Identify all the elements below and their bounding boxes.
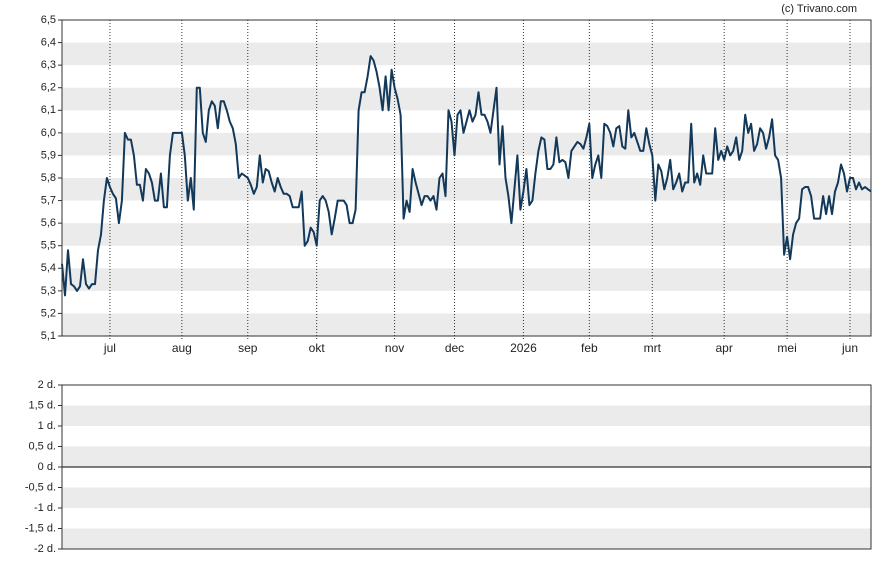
grid-band bbox=[62, 528, 871, 549]
y-tick-label: 5,8 bbox=[41, 172, 56, 184]
y-tick-label: 6,1 bbox=[41, 104, 56, 116]
y-tick-label: 6,4 bbox=[41, 36, 56, 48]
y-tick-label: 6,0 bbox=[41, 127, 56, 139]
y-tick-label: 5,6 bbox=[41, 217, 56, 229]
y-tick-label: -0,5 d. bbox=[25, 481, 56, 493]
grid-band bbox=[62, 178, 871, 201]
x-tick-label: mei bbox=[777, 341, 796, 355]
x-tick-label: dec bbox=[445, 341, 464, 355]
y-tick-label: 5,9 bbox=[41, 149, 56, 161]
x-tick-label: aug bbox=[172, 341, 192, 355]
grid-band bbox=[62, 487, 871, 508]
grid-band bbox=[62, 268, 871, 291]
x-tick-label: jul bbox=[103, 341, 116, 355]
price-line bbox=[61, 55, 872, 297]
y-tick-label: 5,4 bbox=[41, 262, 56, 274]
y-tick-label: -1 d. bbox=[34, 502, 56, 514]
y-tick-label: 5,2 bbox=[41, 307, 56, 319]
grid-band bbox=[62, 87, 871, 111]
x-tick-label: 2026 bbox=[510, 341, 537, 355]
plot-frame bbox=[61, 384, 872, 550]
y-tick-label: -1,5 d. bbox=[25, 522, 56, 534]
y-tick-label: 6,2 bbox=[41, 82, 56, 94]
y-tick-label: 6,3 bbox=[41, 59, 56, 71]
y-tick-label: 5,5 bbox=[41, 240, 56, 252]
grid-band bbox=[62, 42, 871, 66]
y-tick-label: 1 d. bbox=[38, 420, 56, 432]
x-tick-label: feb bbox=[581, 341, 598, 355]
y-tick-label: 0,5 d. bbox=[28, 440, 56, 452]
y-tick-label: 6,5 bbox=[41, 14, 56, 26]
plot-frame bbox=[61, 19, 872, 337]
x-tick-label: jun bbox=[841, 341, 858, 355]
grid-band bbox=[62, 446, 871, 467]
source: (c) Trivano.com bbox=[781, 3, 857, 15]
x-tick-label: mrt bbox=[644, 341, 662, 355]
x-tick-label: okt bbox=[309, 341, 326, 355]
x-tick-label: apr bbox=[716, 341, 733, 355]
grid-band bbox=[62, 405, 871, 426]
grid-band bbox=[62, 132, 871, 156]
x-tick-label: sep bbox=[238, 341, 258, 355]
y-tick-label: 2 d. bbox=[38, 379, 56, 391]
grid-band bbox=[62, 223, 871, 246]
y-tick-label: 5,3 bbox=[41, 285, 56, 297]
y-tick-label: -2 d. bbox=[34, 543, 56, 555]
y-tick-label: 1,5 d. bbox=[28, 399, 56, 411]
x-tick-label: nov bbox=[385, 341, 404, 355]
y-tick-label: 5,1 bbox=[41, 330, 56, 342]
y-tick-label: 0 d. bbox=[38, 461, 56, 473]
grid-band bbox=[62, 313, 871, 336]
y-tick-label: 5,7 bbox=[41, 194, 56, 206]
